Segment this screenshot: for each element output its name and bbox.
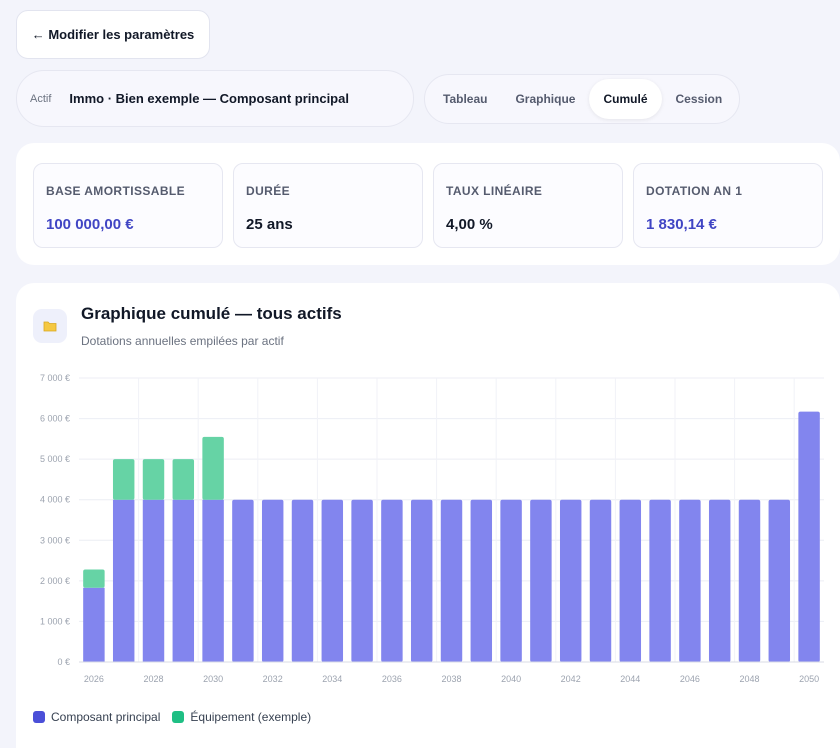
y-tick-label: 7 000 € — [40, 373, 70, 383]
chart-legend: Composant principal Équipement (exemple) — [33, 710, 315, 724]
bar-composant-principal — [708, 499, 731, 662]
asset-selector[interactable]: Actif Immo · Bien exemple — Composant pr… — [16, 70, 414, 127]
stat-duree: DURÉE 25 ans — [233, 163, 423, 248]
y-tick-label: 3 000 € — [40, 535, 70, 545]
y-tick-label: 6 000 € — [40, 414, 70, 424]
x-tick-label: 2042 — [561, 674, 581, 684]
bar-composant-principal — [381, 499, 403, 662]
legend-swatch — [33, 711, 45, 723]
tab-cumule[interactable]: Cumulé — [589, 79, 662, 119]
x-tick-label: 2028 — [143, 674, 163, 684]
legend-item: Équipement (exemple) — [172, 710, 311, 724]
stat-value: 1 830,14 € — [646, 216, 717, 233]
bar-composant-principal — [679, 499, 701, 662]
bar-composant-principal — [768, 499, 791, 662]
legend-item: Composant principal — [33, 710, 160, 724]
tab-tableau[interactable]: Tableau — [443, 92, 488, 106]
view-tabs: Tableau Graphique Cumulé Cession — [424, 74, 740, 124]
stat-taux-lineaire: TAUX LINÉAIRE 4,00 % — [433, 163, 623, 248]
y-tick-label: 1 000 € — [40, 616, 70, 626]
bar-composant-principal — [470, 499, 493, 662]
bar-composant-principal — [410, 499, 433, 662]
asset-label: Actif — [30, 92, 52, 105]
bar-equipement — [142, 459, 165, 500]
stat-label: BASE AMORTISSABLE — [46, 184, 186, 198]
summary-card: BASE AMORTISSABLE 100 000,00 € DURÉE 25 … — [16, 143, 840, 265]
legend-label: Équipement (exemple) — [190, 710, 312, 724]
bar-composant-principal — [589, 499, 612, 662]
bar-composant-principal — [559, 499, 582, 662]
bar-composant-principal — [351, 499, 373, 662]
bar-composant-principal — [142, 499, 165, 662]
x-tick-label: 2046 — [680, 674, 700, 684]
y-tick-label: 0 € — [57, 657, 70, 667]
stat-value: 25 ans — [246, 216, 293, 233]
bar-composant-principal — [649, 499, 671, 662]
bar-composant-principal — [261, 499, 284, 662]
x-tick-label: 2038 — [441, 674, 461, 684]
bar-equipement — [112, 459, 135, 500]
stat-value: 4,00 % — [446, 216, 493, 233]
bar-composant-principal — [202, 499, 224, 662]
bar-composant-principal — [738, 499, 761, 662]
stat-label: DURÉE — [246, 184, 291, 198]
x-tick-label: 2030 — [203, 674, 223, 684]
bar-composant-principal — [530, 499, 552, 662]
bar-composant-principal — [112, 499, 135, 662]
x-tick-label: 2048 — [739, 674, 759, 684]
bar-composant-principal — [798, 411, 820, 662]
x-tick-label: 2036 — [382, 674, 402, 684]
x-tick-label: 2034 — [322, 674, 342, 684]
bar-composant-principal — [232, 499, 254, 662]
x-tick-label: 2040 — [501, 674, 521, 684]
bar-equipement — [83, 569, 105, 588]
stat-value: 100 000,00 € — [46, 216, 134, 233]
legend-label: Composant principal — [51, 710, 161, 724]
bar-composant-principal — [440, 499, 463, 662]
y-tick-label: 2 000 € — [40, 576, 70, 586]
stat-label: TAUX LINÉAIRE — [446, 184, 543, 198]
stat-label: DOTATION AN 1 — [646, 184, 743, 198]
bar-composant-principal — [291, 499, 314, 662]
back-button[interactable]: ← Modifier les paramètres — [16, 10, 210, 59]
bar-composant-principal — [83, 587, 105, 662]
stat-dotation-an1: DOTATION AN 1 1 830,14 € — [633, 163, 823, 248]
tab-graphique[interactable]: Graphique — [515, 92, 576, 106]
x-tick-label: 2050 — [799, 674, 819, 684]
bar-equipement — [172, 459, 195, 500]
chart-card: Graphique cumulé — tous actifs Dotations… — [16, 283, 840, 748]
tab-cession[interactable]: Cession — [675, 92, 723, 106]
bar-composant-principal — [619, 499, 642, 662]
bar-equipement — [202, 436, 224, 500]
chart-title: Graphique cumulé — tous actifs — [81, 304, 342, 323]
legend-swatch — [172, 711, 185, 723]
stat-base-amortissable: BASE AMORTISSABLE 100 000,00 € — [33, 163, 223, 248]
y-tick-label: 5 000 € — [40, 454, 70, 464]
x-tick-label: 2032 — [263, 674, 283, 684]
bar-composant-principal — [500, 499, 522, 662]
folder-icon — [33, 309, 67, 343]
x-tick-label: 2026 — [84, 674, 104, 684]
chart-subtitle: Dotations annuelles empilées par actif — [81, 334, 284, 348]
asset-select-value[interactable]: Immo · Bien exemple — Composant principa… — [69, 91, 349, 106]
stacked-bar-chart: 0 € 1 000 € 2 000 € 3 000 € 4 000 € 5 000 € 6 … — [40, 373, 824, 684]
y-tick-label: 4 000 € — [40, 495, 70, 505]
bar-composant-principal — [172, 499, 195, 662]
x-tick-label: 2044 — [620, 674, 640, 684]
bar-composant-principal — [321, 499, 344, 662]
